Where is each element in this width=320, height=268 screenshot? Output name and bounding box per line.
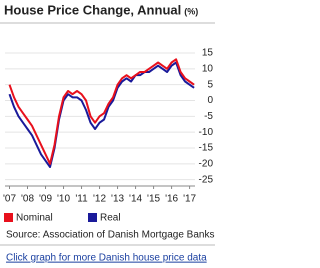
legend-swatch: [4, 213, 13, 222]
link[interactable]: Click graph for more Danish house price …: [6, 253, 207, 264]
line: [8, 61, 195, 168]
y-tick-label: -25: [199, 174, 214, 185]
x-tick-label: '16: [165, 194, 178, 205]
y-tick-label: 0: [207, 95, 213, 106]
x-tick-label: '08: [21, 194, 34, 205]
line: [8, 58, 195, 165]
y-tick-label: 15: [202, 48, 214, 59]
y-tick-label: 5: [207, 79, 213, 90]
x-tick-label: '11: [75, 194, 88, 205]
chart-title: House Price Change, Annual: [4, 2, 181, 17]
y-tick-label: -20: [199, 158, 214, 169]
y-tick-label: 10: [202, 63, 214, 74]
x-tick-label: '14: [129, 194, 142, 205]
x-tick-label: '15: [147, 194, 160, 205]
y-tick-label: -5: [204, 111, 213, 122]
y-tick-label: -15: [199, 143, 214, 154]
chart-unit: (%): [184, 6, 198, 16]
x-tick-label: '17: [183, 194, 196, 205]
legend-swatch: [88, 213, 97, 222]
x-tick-label: '09: [39, 194, 52, 205]
y-tick-label: -10: [199, 127, 214, 138]
legend-label: Nominal: [16, 213, 53, 224]
chart: House Price Change, Annual (%) Source: A…: [0, 2, 215, 264]
x-tick-label: '10: [57, 194, 70, 205]
source: Source: Association of Danish Mortgage B…: [6, 230, 214, 241]
x-tick-label: '13: [111, 194, 124, 205]
legend-label: Real: [100, 213, 121, 224]
x-tick-label: '12: [93, 194, 106, 205]
x-tick-label: '07: [3, 194, 16, 205]
